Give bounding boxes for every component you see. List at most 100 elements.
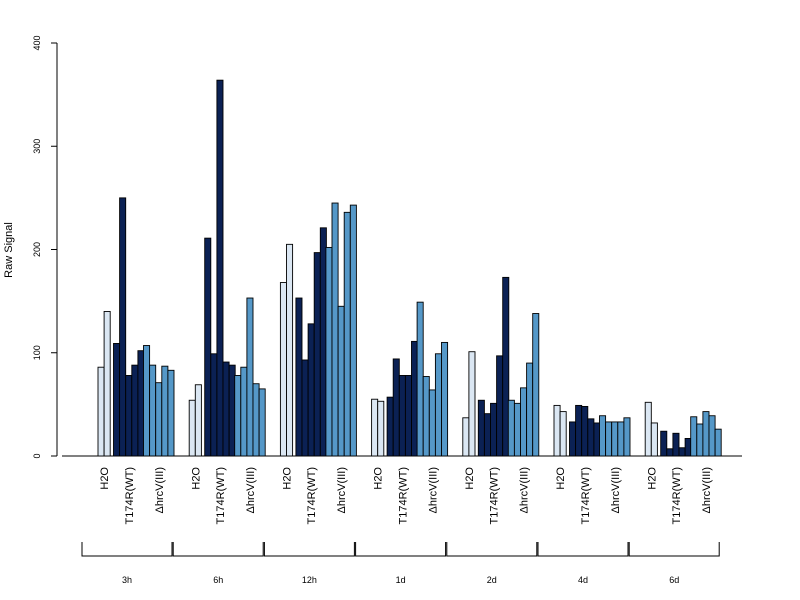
bar — [222, 361, 230, 457]
bar — [611, 421, 619, 457]
bar — [532, 313, 540, 457]
treatment-label: ΔhrcV(III) — [427, 467, 439, 513]
bar — [210, 353, 218, 457]
bar — [428, 389, 436, 457]
bar — [307, 323, 315, 457]
treatment-label: ΔhrcV(III) — [701, 467, 713, 513]
time-bracket — [355, 542, 447, 557]
treatment-label: T174R(WT) — [489, 467, 501, 524]
treatment-label: H2O — [373, 467, 385, 490]
bar — [301, 359, 309, 457]
y-tick-label: 100 — [32, 345, 42, 360]
bar — [313, 252, 321, 457]
treatment-label: ΔhrcV(III) — [610, 467, 622, 513]
bar — [587, 418, 595, 457]
treatment-label: T174R(WT) — [306, 467, 318, 524]
bar — [143, 345, 151, 457]
bar — [678, 447, 686, 457]
bar — [279, 282, 287, 457]
treatment-label: ΔhrcV(III) — [519, 467, 531, 513]
treatment-label: ΔhrcV(III) — [245, 467, 257, 513]
treatment-label: T174R(WT) — [397, 467, 409, 524]
time-bracket — [628, 542, 720, 557]
bar — [113, 343, 121, 457]
bar — [599, 415, 607, 457]
bar — [507, 399, 515, 457]
bar — [422, 376, 430, 457]
bar — [569, 421, 577, 457]
bar — [650, 422, 658, 457]
time-label: 6d — [669, 575, 679, 585]
y-axis-label: Raw Signal — [3, 222, 15, 278]
bar — [605, 421, 613, 457]
treatment-label: H2O — [282, 467, 294, 490]
treatment-label: T174R(WT) — [124, 467, 136, 524]
bar — [714, 428, 722, 457]
bar — [526, 362, 534, 457]
y-tick-label: 400 — [32, 35, 42, 50]
time-label: 6h — [213, 575, 223, 585]
time-bracket — [172, 542, 264, 557]
bar — [149, 364, 157, 457]
labels-layer: H2O T174R(WT) ΔhrcV(III) 3h H2O T174R(WT) Δhrc… — [81, 467, 720, 585]
bar — [119, 197, 127, 457]
bar — [125, 375, 133, 457]
bar — [234, 375, 242, 457]
bar — [490, 402, 498, 457]
treatment-label: T174R(WT) — [215, 467, 227, 524]
bar — [343, 211, 351, 457]
treatment-label: ΔhrcV(III) — [154, 467, 166, 513]
treatment-label: H2O — [99, 467, 111, 490]
treatment-label: H2O — [464, 467, 476, 490]
bar — [623, 417, 631, 457]
bar — [240, 366, 248, 457]
y-tick-label: 200 — [32, 242, 42, 257]
bar — [246, 297, 254, 457]
time-label: 3h — [122, 575, 132, 585]
time-label: 2d — [487, 575, 497, 585]
bar — [666, 448, 674, 457]
time-bracket — [446, 542, 538, 557]
bar — [404, 375, 412, 457]
bar — [371, 398, 379, 457]
bar — [103, 311, 111, 457]
treatment-label: T174R(WT) — [671, 467, 683, 524]
bar — [559, 411, 567, 457]
bar — [416, 301, 424, 457]
bar — [434, 353, 442, 457]
bar — [161, 365, 169, 457]
time-label: 1d — [396, 575, 406, 585]
treatment-label: H2O — [555, 467, 567, 490]
bar — [690, 416, 698, 457]
bar — [392, 358, 400, 457]
treatment-label: H2O — [646, 467, 658, 490]
bar — [483, 413, 491, 457]
bar — [97, 366, 105, 457]
bar — [644, 401, 652, 457]
bar — [617, 421, 625, 457]
bar — [204, 237, 212, 457]
bar — [295, 297, 303, 457]
bar — [513, 402, 521, 457]
bar — [194, 384, 202, 457]
time-bracket — [81, 542, 173, 557]
bar — [477, 399, 485, 457]
y-tick-label: 300 — [32, 139, 42, 154]
bar — [696, 423, 704, 457]
bar — [502, 276, 510, 457]
bar — [468, 351, 476, 457]
y-tick-label: 0 — [32, 453, 42, 458]
bar — [325, 246, 333, 457]
time-bracket — [537, 542, 629, 557]
bar — [398, 375, 406, 457]
bar — [349, 204, 357, 457]
bar — [520, 387, 528, 457]
treatment-label: H2O — [190, 467, 202, 490]
bar — [672, 432, 680, 457]
bar — [331, 202, 339, 457]
time-label: 12h — [302, 575, 317, 585]
time-bracket — [263, 542, 355, 557]
bar — [216, 79, 224, 457]
bar — [377, 400, 385, 457]
